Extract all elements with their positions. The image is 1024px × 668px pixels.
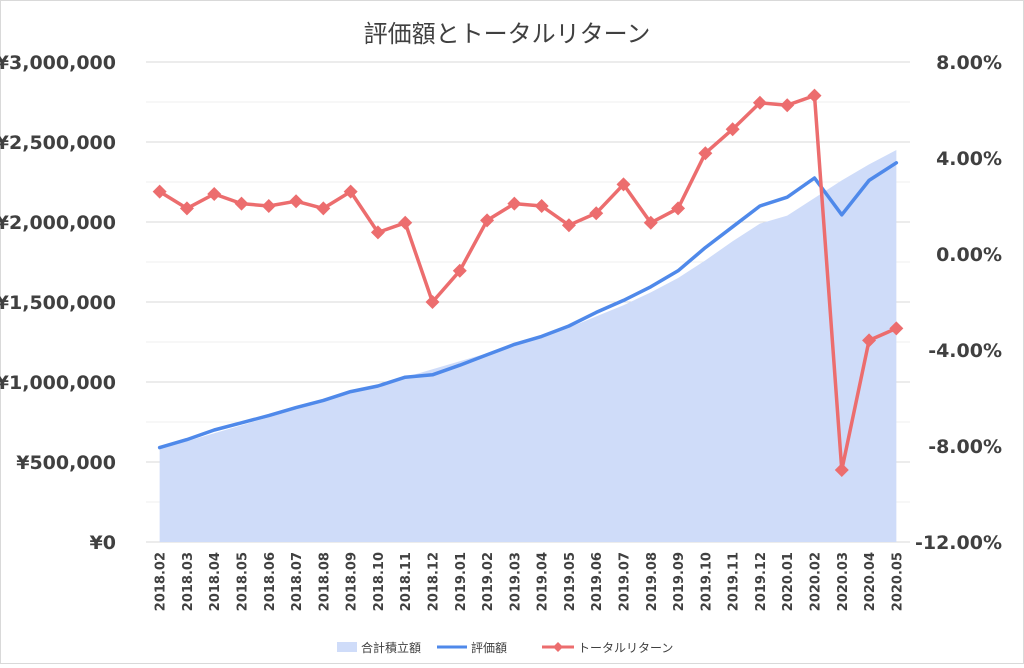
left-tick-label: ¥2,500,000	[0, 132, 116, 154]
legend-label: トータルリターン	[578, 641, 673, 655]
return-marker	[589, 206, 604, 221]
right-tick-label: 8.00%	[936, 52, 1002, 74]
left-axis: ¥0 ¥500,000 ¥1,000,000 ¥1,500,000 ¥2,000,000…	[0, 52, 116, 554]
x-tick-label: 2018.07	[290, 552, 305, 611]
return-marker	[725, 122, 740, 137]
x-tick-label: 2018.05	[236, 552, 251, 611]
right-tick-label: -4.00%	[928, 340, 1002, 362]
left-tick-label: ¥2,000,000	[0, 212, 116, 234]
x-tick-label: 2019.01	[454, 552, 469, 611]
return-marker	[834, 463, 849, 477]
x-tick-label: 2018.04	[208, 552, 223, 611]
left-tick-label: ¥1,500,000	[0, 292, 116, 314]
x-tick-label: 2018.03	[181, 552, 196, 611]
area-series-layer	[159, 150, 897, 542]
return-marker	[807, 88, 822, 103]
return-marker	[234, 196, 249, 211]
legend-diamond-marker	[553, 642, 563, 652]
area-series-total-contribution	[159, 150, 897, 542]
right-axis: -12.00% -8.00% -4.00% 0.00% 4.00% 8.00%	[915, 52, 1002, 554]
x-tick-label: 2018.12	[427, 552, 442, 611]
return-marker	[289, 194, 304, 209]
x-tick-label: 2019.06	[590, 552, 605, 611]
return-marker	[452, 263, 467, 278]
x-tick-label: 2019.09	[672, 552, 687, 611]
x-tick-label: 2018.02	[154, 552, 169, 611]
legend-area-swatch	[337, 642, 357, 652]
line-series-total-return	[158, 93, 898, 472]
return-marker	[534, 199, 549, 213]
left-tick-label: ¥500,000	[16, 452, 116, 474]
return-marker	[780, 98, 795, 113]
legend-label: 合計積立額	[361, 640, 421, 655]
return-marker	[698, 146, 713, 161]
line-series-valuation	[157, 161, 899, 450]
return-marker	[316, 201, 331, 216]
legend: 合計積立額 評価額 トータルリターン	[337, 640, 673, 655]
return-marker	[343, 184, 358, 199]
x-tick-label: 2020.03	[836, 552, 851, 611]
return-marker	[752, 95, 767, 110]
line-series-layer	[157, 161, 899, 450]
x-tick-label: 2019.10	[699, 552, 714, 611]
return-marker	[561, 218, 576, 233]
x-tick-label: 2019.07	[618, 552, 633, 611]
x-tick-label: 2020.02	[809, 552, 824, 611]
return-marker	[862, 333, 877, 348]
return-marker	[370, 225, 385, 240]
return-marker	[207, 187, 222, 201]
x-tick-label: 2020.04	[863, 552, 878, 611]
left-tick-label: ¥1,000,000	[0, 372, 116, 394]
x-tick-label: 2018.09	[345, 552, 360, 611]
return-marker	[671, 201, 686, 216]
chart-title: 評価額とトータルリターン	[364, 20, 651, 48]
right-tick-label: -8.00%	[928, 436, 1002, 458]
return-marker	[643, 215, 658, 230]
right-tick-label: -12.00%	[915, 532, 1002, 554]
return-marker	[398, 215, 413, 230]
x-tick-label: 2019.05	[563, 552, 578, 611]
x-tick-label: 2019.03	[508, 552, 523, 611]
return-marker	[889, 321, 904, 336]
return-marker	[425, 295, 440, 309]
x-axis: 2018.02 2018.03 2018.04 2018.05 2018.06 2018.…	[154, 552, 906, 611]
return-marker	[507, 196, 522, 211]
x-tick-label: 2018.11	[399, 552, 414, 611]
return-marker	[616, 177, 631, 192]
x-tick-label: 2019.08	[645, 552, 660, 611]
x-tick-label: 2019.11	[727, 552, 742, 611]
x-tick-label: 2019.02	[481, 552, 496, 611]
return-marker	[152, 184, 167, 199]
right-tick-label: 4.00%	[936, 148, 1002, 170]
return-marker	[480, 213, 495, 228]
return-series-layer	[152, 88, 904, 477]
x-tick-label: 2018.10	[372, 552, 387, 611]
x-tick-label: 2019.12	[754, 552, 769, 611]
return-marker	[179, 201, 194, 216]
left-tick-label: ¥0	[90, 532, 116, 554]
x-tick-label: 2018.06	[263, 552, 278, 611]
right-tick-label: 0.00%	[936, 244, 1002, 266]
return-marker	[261, 199, 276, 213]
x-tick-label: 2020.01	[781, 552, 796, 611]
x-tick-label: 2019.04	[536, 552, 551, 611]
legend-label: 評価額	[471, 640, 507, 655]
left-tick-label: ¥3,000,000	[0, 52, 116, 74]
x-tick-label: 2020.05	[890, 552, 905, 611]
x-tick-label: 2018.08	[317, 552, 332, 611]
